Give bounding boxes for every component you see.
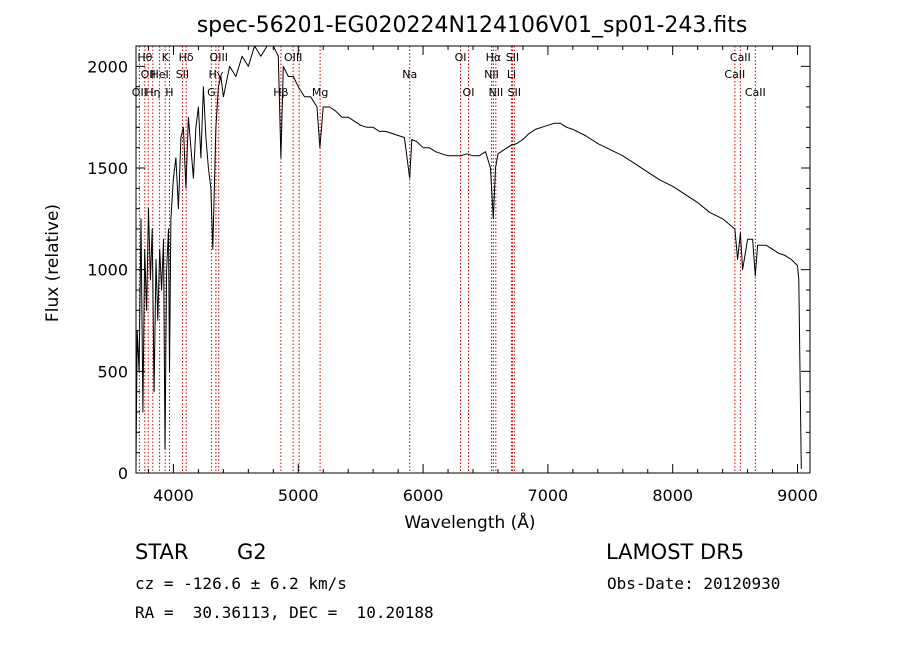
line-marker-label: OIII — [284, 51, 302, 64]
line-marker-label: Li — [507, 68, 516, 81]
line-marker-label: SII — [508, 86, 521, 99]
line-marker-label: CaII — [724, 68, 745, 81]
line-marker-label: H — [165, 86, 173, 99]
line-marker-label: Hγ — [208, 68, 223, 81]
x-tick-label: 6000 — [403, 486, 444, 505]
plot-frame — [135, 45, 811, 474]
y-tick-label: 500 — [97, 362, 128, 381]
sky-coordinates: RA = 30.36113, DEC = 10.20188 — [135, 603, 434, 622]
survey-release: LAMOST DR5 — [606, 540, 745, 564]
x-axis-label: Wavelength (Å) — [404, 511, 535, 533]
line-marker-label: HeI — [150, 68, 168, 81]
line-marker-label: Hη — [145, 86, 160, 99]
x-tick-label: 7000 — [528, 486, 569, 505]
y-tick-label: 1000 — [87, 261, 128, 280]
y-axis-label: Flux (relative) — [43, 204, 63, 322]
object-type: STAR — [135, 540, 189, 564]
line-marker-label: Hδ — [179, 51, 194, 64]
line-marker-label: SII — [506, 51, 519, 64]
spectrum-line — [135, 45, 802, 469]
line-marker-label: NII — [488, 86, 503, 99]
y-tick-label: 1500 — [87, 159, 128, 178]
line-marker-labels: OIIHθOIIHηHeIKHSIIHδGHγOIIIHβOIIIMgNaOIO… — [132, 51, 766, 99]
x-tick-label: 9000 — [777, 486, 818, 505]
observation-date: Obs-Date: 20120930 — [607, 574, 781, 593]
line-marker-label: NII — [484, 68, 499, 81]
line-marker-label: Mg — [312, 86, 328, 99]
line-marker-label: CaII — [745, 86, 766, 99]
line-marker-label: CaII — [730, 51, 751, 64]
line-marker-label: Hβ — [273, 86, 288, 99]
x-tick-label: 8000 — [652, 486, 693, 505]
line-marker-label: OII — [141, 68, 156, 81]
spectrum-series — [135, 45, 802, 469]
axis-ticks: 4000 5000 6000 7000 8000 9000 0 500 1000 1500 2000 — [87, 45, 818, 505]
line-marker-label: SII — [176, 68, 189, 81]
line-marker-label: Na — [402, 68, 417, 81]
line-marker-label: Hα — [486, 51, 502, 64]
plot-axes — [135, 45, 811, 474]
line-markers — [138, 46, 756, 473]
y-tick-label: 0 — [118, 464, 128, 483]
redshift-readout: cz = -126.6 ± 6.2 km/s — [135, 574, 347, 593]
spectral-subclass: G2 — [237, 540, 267, 564]
line-marker-label: OI — [455, 51, 467, 64]
line-marker-label: Hθ — [137, 51, 152, 64]
x-tick-label: 4000 — [153, 486, 194, 505]
line-marker-label: OIII — [210, 51, 228, 64]
x-tick-label: 5000 — [278, 486, 319, 505]
chart-title: spec-56201-EG020224N124106V01_sp01-243.f… — [197, 13, 748, 38]
y-tick-label: 2000 — [87, 57, 128, 76]
line-marker-label: G — [207, 86, 216, 99]
line-marker-label: OI — [463, 86, 475, 99]
line-marker-label: K — [162, 51, 170, 64]
